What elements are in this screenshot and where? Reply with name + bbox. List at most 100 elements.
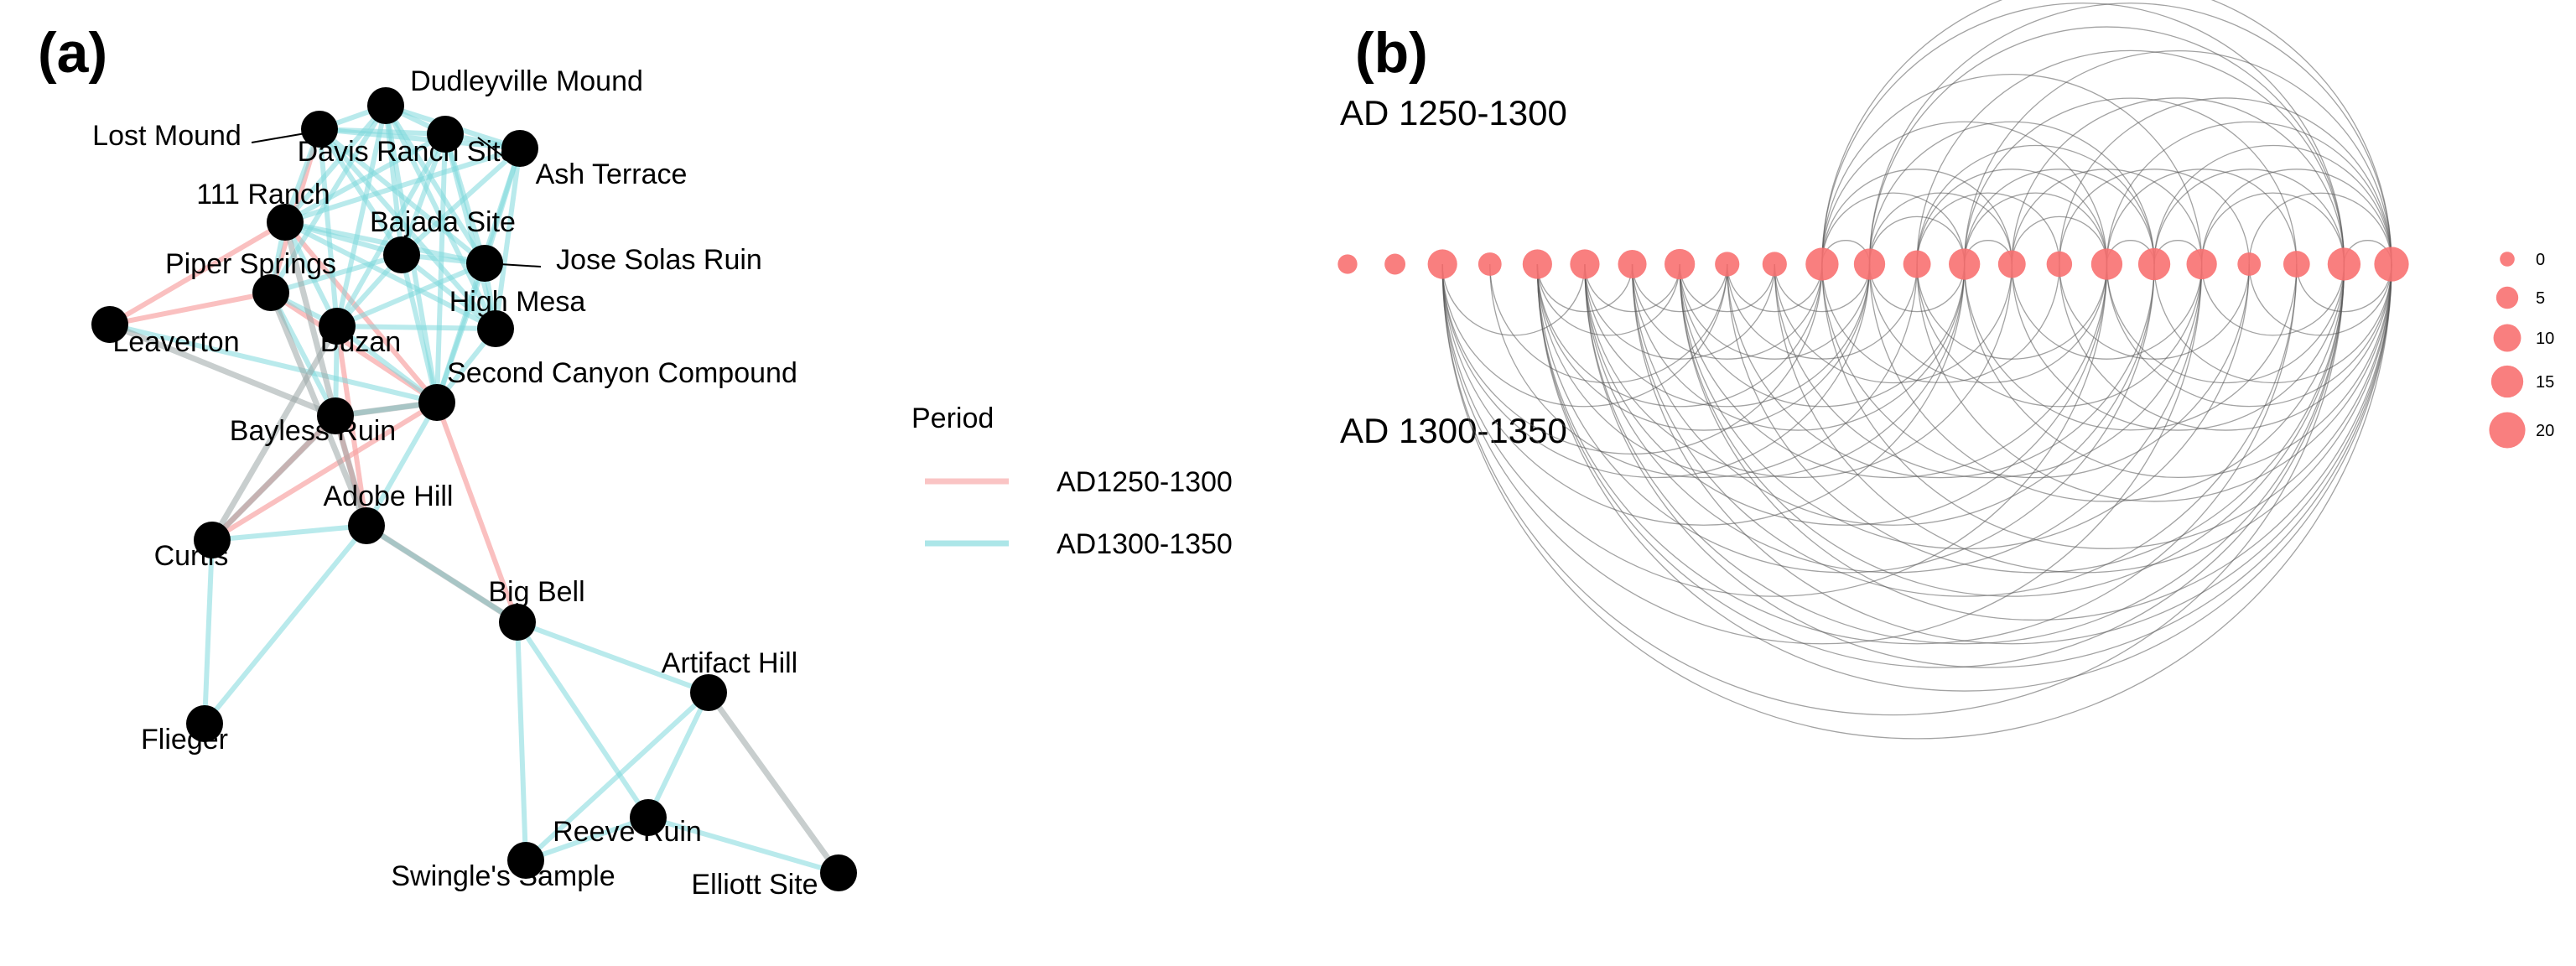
size-legend-circle-15 <box>2490 365 2524 398</box>
arc-bottom-10-22 <box>1821 263 2392 550</box>
arc-top-13-22 <box>1964 49 2392 265</box>
edge-1300-lost-highmesa <box>317 127 498 331</box>
label-leader-lines <box>251 132 542 267</box>
edge-1300-bajada-highmesa <box>399 252 498 331</box>
arc-node-17 <box>2137 247 2171 281</box>
edge-1300-davis-buzan <box>335 132 448 329</box>
arc-bottom-6-17 <box>1631 263 2155 526</box>
edge-1300-ranch111-highmesa <box>283 220 498 331</box>
edge-1300-reeve-elliott <box>646 815 841 875</box>
arcs-ad1300-1350 <box>1441 263 2392 740</box>
arc-bottom-8-17 <box>1727 263 2155 479</box>
edge-1300-jose-secondcanyon <box>434 261 487 405</box>
edge-1300-artifact-swingle <box>523 690 711 863</box>
panel-b-letter: (b) <box>1355 21 1428 85</box>
arc-bottom-6-8 <box>1631 263 1728 312</box>
arc-node-21 <box>2327 247 2361 281</box>
arc-node-12 <box>1903 250 1931 278</box>
edge-both-buzan-curtis <box>209 323 340 543</box>
node-label-buzan: Buzan <box>320 326 401 358</box>
edge-1300-ash-highmesa <box>493 146 522 331</box>
panel-a-letter: (a) <box>38 21 107 85</box>
arc-bottom-8-10 <box>1727 263 1823 312</box>
size-legend-label-10: 10 <box>2536 330 2554 348</box>
node-label-reeve: Reeve Ruin <box>553 816 702 848</box>
edge-1300-bigbell-swingle <box>515 620 528 863</box>
arc-bottom-5-7 <box>1584 263 1680 313</box>
arc-node-13 <box>1949 248 1981 280</box>
edge-1300-davis-highmesa <box>443 132 498 331</box>
edge-1300-bajada-piper <box>268 252 404 295</box>
node-buzan <box>319 308 356 345</box>
edge-1300-jose-buzan <box>335 261 487 329</box>
arc-bottom-14-21 <box>2011 263 2345 431</box>
node-label-dudleyville: Dudleyville Mound <box>410 65 643 97</box>
arc-bottom-15-22 <box>2059 263 2392 431</box>
arc-node-19 <box>2237 252 2262 276</box>
arc-top-10-18 <box>1821 74 2203 265</box>
arc-bottom-13-20 <box>1964 263 2298 431</box>
arc-bottom-3-12 <box>1489 263 1918 479</box>
node-label-lost: Lost Mound <box>92 120 242 152</box>
edge-1250-curtis-secondcanyon <box>210 400 439 543</box>
node-label-swingle: Swingle's Sample <box>391 860 615 892</box>
edge-1300-lost-buzan <box>317 127 340 329</box>
arc-top-18-22 <box>2200 169 2392 265</box>
node-label-artifact: Artifact Hill <box>662 647 797 679</box>
edge-1300-davis-secondcanyon <box>434 132 448 405</box>
arc-bottom-5-21 <box>1584 263 2345 645</box>
arc-bottom-12-22 <box>1916 263 2392 502</box>
arc-node-18 <box>2186 248 2217 280</box>
arc-bottom-4-7 <box>1536 263 1680 336</box>
node-label-flieger: Flieger <box>141 724 228 756</box>
edge-1300-bigbell-artifact <box>515 620 711 695</box>
arc-bottom-2-5 <box>1441 263 1586 335</box>
period-legend: Period AD1250-1300 AD1300-1350 <box>911 402 1233 560</box>
arc-bottom-4-22 <box>1536 263 2392 692</box>
network-panel: (a) Dudleyville Mound Lost Mound Davis Ran… <box>38 21 857 901</box>
arc-top-14-21 <box>2011 97 2345 265</box>
size-legend-circle-0 <box>2500 252 2515 267</box>
node-label-jose: Jose Solas Ruin <box>556 244 762 276</box>
arc-bottom-4-21 <box>1536 263 2345 668</box>
arc-node-16 <box>2090 248 2123 280</box>
size-legend-label-20: 20 <box>2536 422 2554 440</box>
arc-node-7 <box>1664 248 1696 280</box>
arc-bottom-2-11 <box>1441 263 1871 479</box>
arc-bottom-4-17 <box>1536 263 2155 574</box>
arc-node-20 <box>2283 251 2310 278</box>
node-piper <box>252 274 289 311</box>
edge-1300-ash-bajada <box>399 146 522 257</box>
edge-1250-piper-leaverton <box>107 290 273 327</box>
edge-1300-ranch111-jose <box>283 220 487 266</box>
edge-1300-adobe-curtis <box>210 523 369 543</box>
arc-bottom-13-22 <box>1964 263 2392 479</box>
arc-top-10-13 <box>1821 193 1966 265</box>
edge-1300-ash-ranch111 <box>283 146 522 225</box>
arc-top-11-13 <box>1868 216 1966 265</box>
arc-bottom-2-18 <box>1441 263 2203 645</box>
node-label-secondcanyon: Second Canyon Compound <box>447 357 797 389</box>
arc-top-13-17 <box>1964 169 2155 265</box>
arc-diagram-panel: (b) AD 1250-1300 AD 1300-1350 0 5 10 15 20 <box>1337 0 2554 740</box>
arc-bottom-5-22 <box>1584 263 2392 668</box>
period-label-bottom: AD 1300-1350 <box>1340 411 1567 450</box>
leader-line-davis <box>477 137 506 158</box>
arc-top-13-16 <box>1964 193 2108 265</box>
arc-node-22 <box>2374 247 2409 282</box>
arc-top-10-22 <box>1821 0 2392 265</box>
arc-top-11-17 <box>1868 121 2155 265</box>
arc-bottom-5-16 <box>1584 263 2108 526</box>
arc-node-15 <box>2046 251 2073 278</box>
arc-node-5 <box>1570 249 1600 279</box>
arc-bottom-2-22 <box>1441 263 2392 740</box>
node-label-curtis: Curtis <box>154 540 229 572</box>
edge-1300-artifact-reeve <box>646 690 711 820</box>
node-curtis <box>194 522 231 558</box>
arc-top-11-22 <box>1868 3 2392 265</box>
node-jose <box>466 245 503 282</box>
arc-bottom-18-21 <box>2200 263 2345 335</box>
node-label-leaverton: Leaverton <box>112 326 239 358</box>
arc-bottom-11-13 <box>1868 263 1966 312</box>
edge-1300-adobe-secondcanyon <box>364 400 439 528</box>
